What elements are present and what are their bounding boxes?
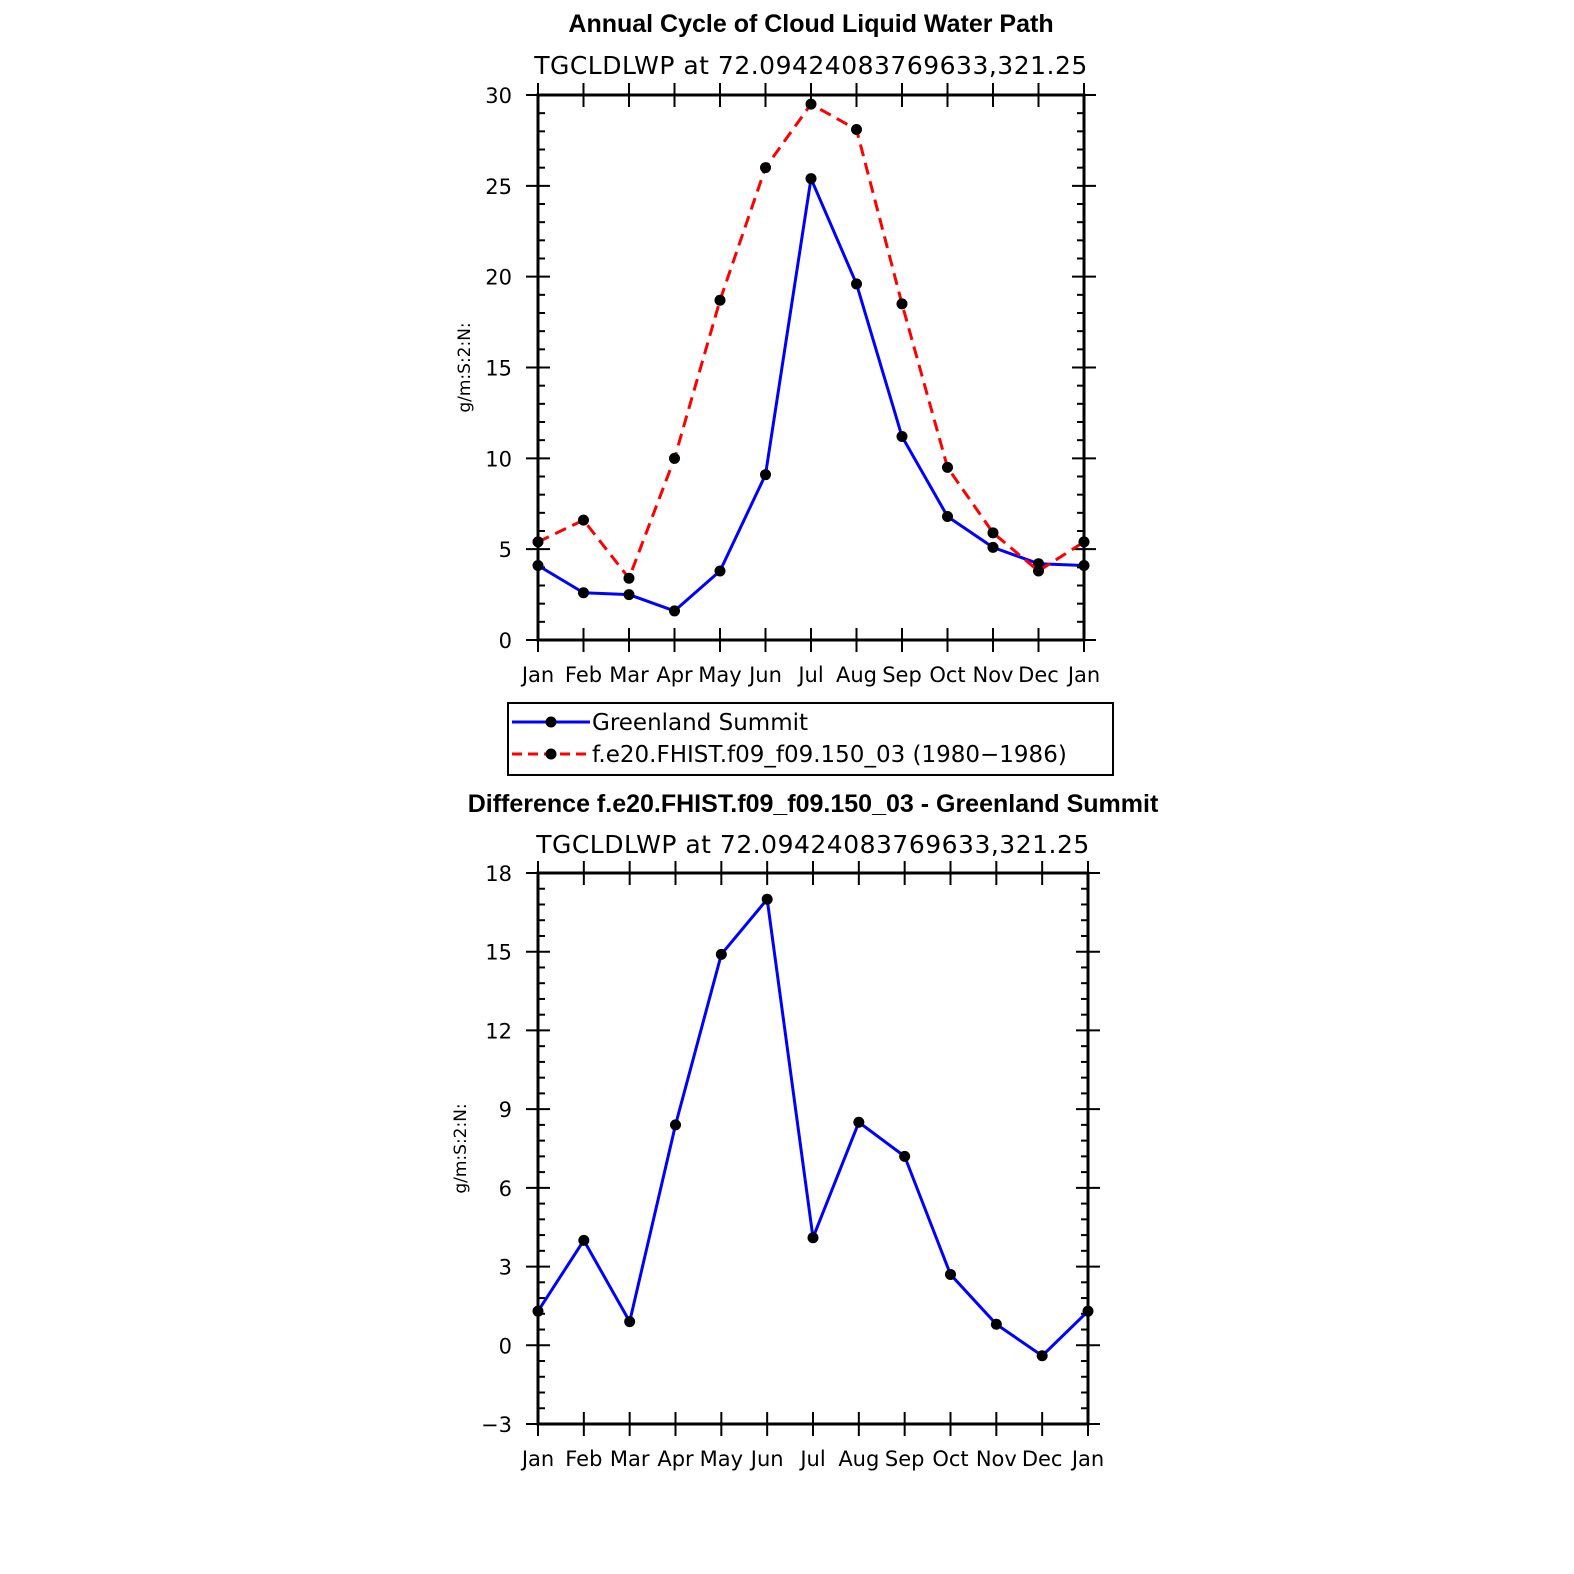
data-point	[990, 1318, 1002, 1330]
x-tick-label: Jul	[798, 1447, 825, 1471]
data-point	[714, 565, 726, 577]
x-tick-label: Feb	[565, 1447, 602, 1471]
x-tick-label: Mar	[610, 1447, 650, 1471]
data-point	[942, 510, 953, 522]
y-tick-label: −3	[481, 1413, 512, 1437]
data-point	[761, 893, 773, 905]
y-tick-label: 6	[499, 1177, 512, 1201]
data-point	[578, 587, 589, 599]
data-point	[987, 527, 999, 539]
data-point	[805, 98, 817, 110]
y-tick-label: 10	[485, 447, 512, 471]
data-point	[1078, 536, 1090, 548]
data-point	[578, 514, 589, 526]
x-tick-label: Jan	[1066, 663, 1100, 687]
data-point	[623, 589, 635, 601]
x-tick-label: May	[698, 663, 741, 687]
x-tick-label: Jun	[749, 1447, 784, 1471]
y-tick-label: 9	[499, 1098, 512, 1122]
x-tick-label: Sep	[885, 1447, 925, 1471]
data-point	[669, 605, 680, 617]
plot-frame	[536, 871, 1090, 1426]
data-point	[942, 461, 953, 473]
y-tick-label: 15	[485, 357, 512, 381]
chart-title: Annual Cycle of Cloud Liquid Water Path	[568, 10, 1053, 38]
x-tick-label: Nov	[973, 663, 1014, 687]
chart-subtitle: TGCLDLWP at 72.09424083769633,321.25	[535, 830, 1090, 859]
x-tick-label: Oct	[932, 1447, 968, 1471]
annual-cycle-chart: Annual Cycle of Cloud Liquid Water Path T…	[455, 10, 1114, 776]
difference-chart: Difference f.e20.FHIST.f09_f09.150_03 - …	[451, 790, 1159, 1471]
data-point	[896, 298, 908, 310]
data-point	[669, 452, 680, 464]
x-tick-label: Aug	[836, 663, 877, 687]
x-tick-label: Jan	[520, 663, 554, 687]
data-point	[987, 541, 999, 553]
data-point	[760, 469, 771, 481]
y-tick-label: 18	[485, 862, 512, 886]
x-tick-label: May	[700, 1447, 743, 1471]
x-tick-label: Jan	[520, 1447, 554, 1471]
data-point	[670, 1119, 681, 1131]
data-point	[623, 572, 635, 584]
data-point	[899, 1150, 911, 1162]
series-line-0	[537, 177, 1085, 613]
x-tick-label: Sep	[882, 663, 922, 687]
chart-title: Difference f.e20.FHIST.f09_f09.150_03 - …	[468, 790, 1159, 818]
data-point	[532, 536, 544, 548]
series-line-0	[536, 897, 1090, 1358]
y-tick-label: 0	[499, 1334, 512, 1358]
x-tick-label: Jan	[1070, 1447, 1104, 1471]
x-tick-label: Nov	[976, 1447, 1017, 1471]
y-tick-label: 15	[485, 941, 512, 965]
x-tick-label: Dec	[1018, 663, 1059, 687]
data-point	[807, 1232, 819, 1244]
data-point	[896, 431, 908, 443]
x-tick-label: Jul	[796, 663, 823, 687]
y-tick-label: 25	[485, 175, 512, 199]
data-point	[851, 278, 862, 290]
data-point	[1033, 565, 1044, 577]
legend-marker	[545, 716, 557, 728]
data-point	[1078, 560, 1090, 572]
y-tick-label: 3	[499, 1256, 512, 1280]
y-tick-label: 0	[499, 629, 512, 653]
data-point	[945, 1268, 956, 1280]
y-axis-label: g/m:S:2:N:	[455, 322, 475, 412]
data-point	[624, 1316, 636, 1328]
x-tick-label: Aug	[838, 1447, 879, 1471]
data-point	[532, 560, 544, 572]
x-tick-label: Apr	[657, 1447, 694, 1471]
x-tick-label: Oct	[929, 663, 965, 687]
x-tick-label: Feb	[565, 663, 602, 687]
data-point	[714, 294, 726, 306]
data-point	[1036, 1350, 1048, 1362]
data-point	[532, 1305, 544, 1317]
x-tick-label: Jun	[747, 663, 782, 687]
data-point	[715, 948, 727, 960]
data-point	[805, 173, 817, 185]
data-point	[853, 1116, 865, 1128]
data-point	[851, 124, 862, 136]
y-tick-label: 12	[485, 1019, 512, 1043]
x-tick-label: Dec	[1022, 1447, 1063, 1471]
y-tick-label: 30	[485, 84, 512, 108]
data-point	[578, 1234, 590, 1246]
x-tick-label: Apr	[656, 663, 693, 687]
x-tick-label: Mar	[609, 663, 649, 687]
legend-label: Greenland Summit	[592, 710, 808, 736]
y-axis-label: g/m:S:2:N:	[451, 1103, 471, 1193]
legend-marker	[545, 748, 557, 760]
data-point	[760, 162, 771, 174]
chart-subtitle: TGCLDLWP at 72.09424083769633,321.25	[533, 51, 1088, 80]
y-tick-label: 5	[499, 538, 512, 562]
data-point	[1082, 1305, 1094, 1317]
y-tick-label: 20	[485, 266, 512, 290]
legend-label: f.e20.FHIST.f09_f09.150_03 (1980−1986)	[592, 742, 1067, 768]
legend-box	[507, 702, 1114, 776]
